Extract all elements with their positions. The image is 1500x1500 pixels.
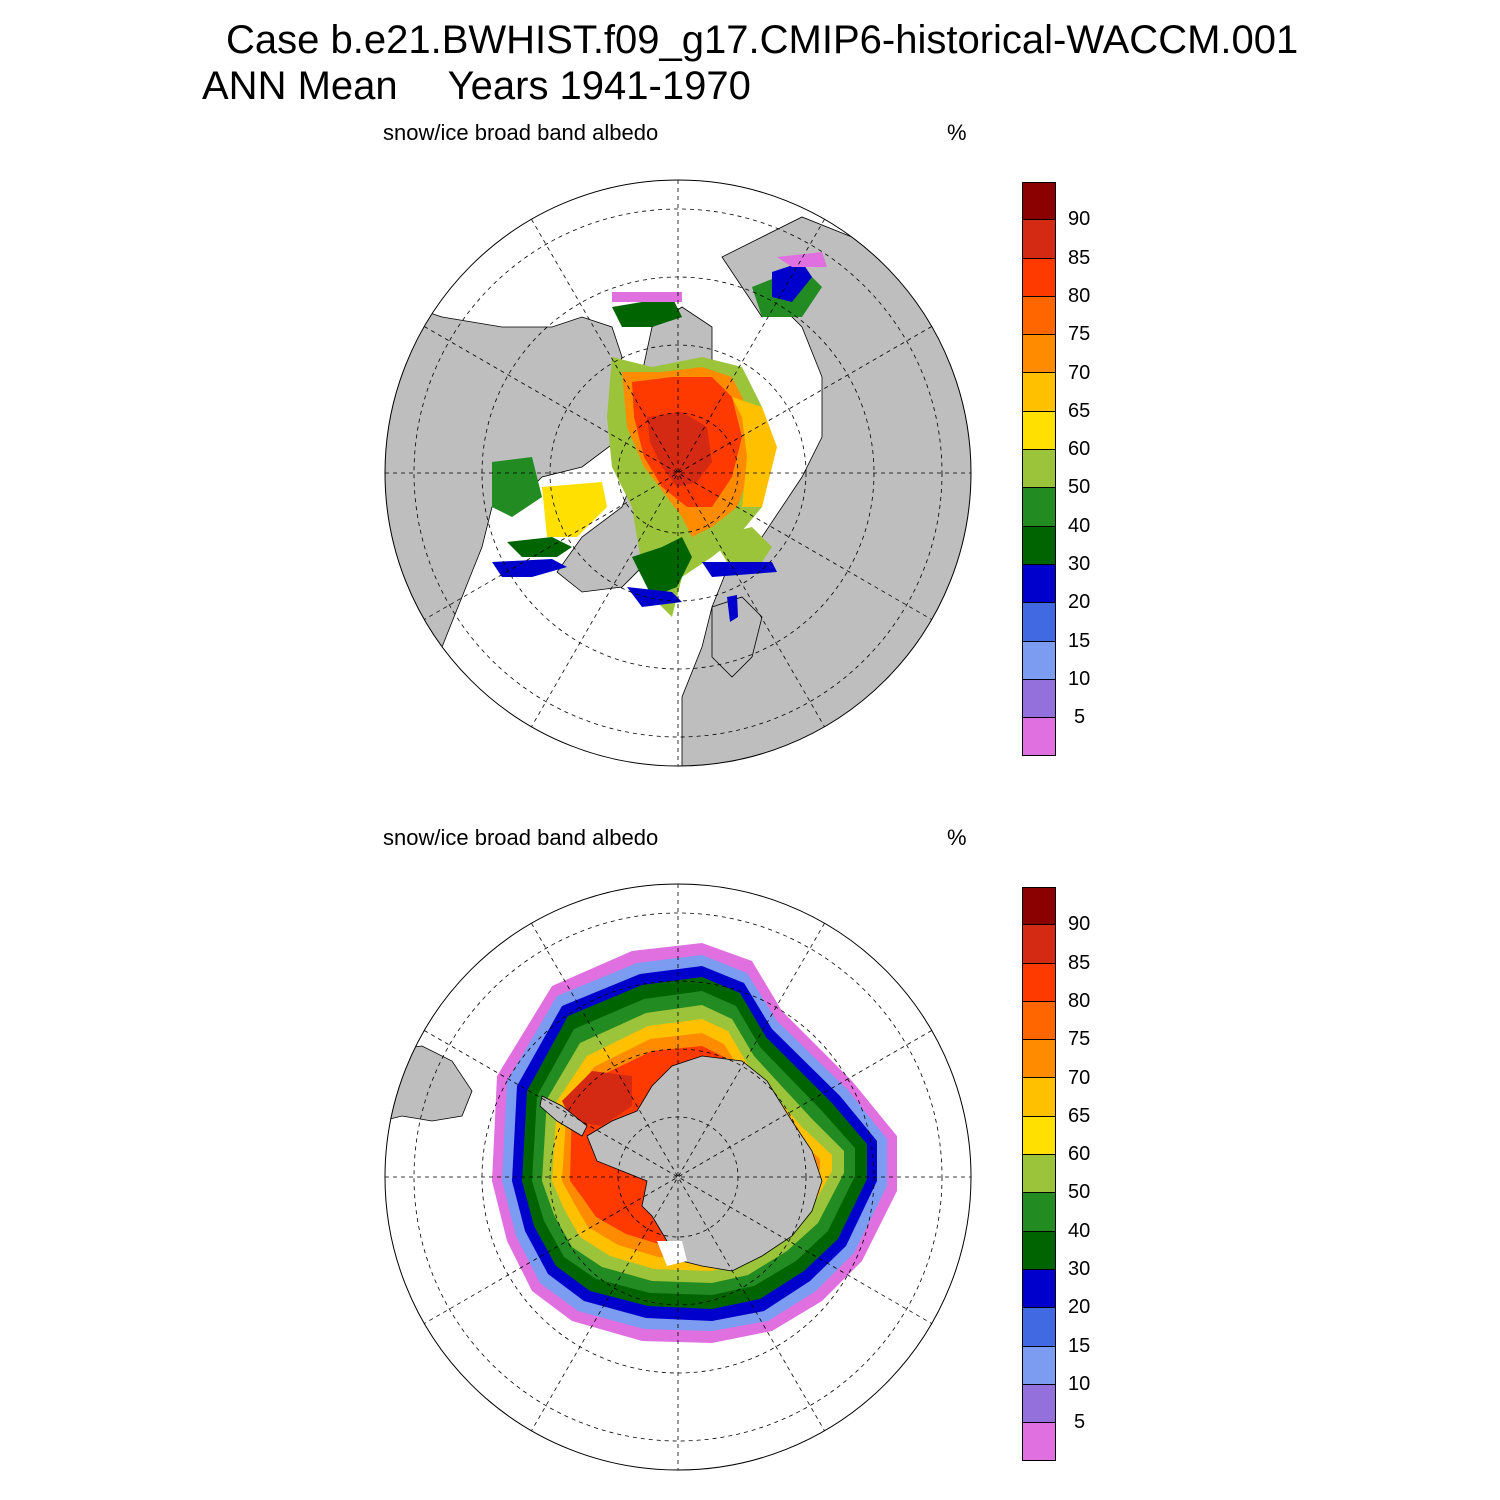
south-colorbar-label: 10	[1068, 1372, 1091, 1395]
south-colorbar-box	[1022, 1269, 1056, 1309]
south-colorbar-box	[1022, 1078, 1056, 1117]
north-colorbar-label: 30	[1068, 553, 1091, 575]
north-colorbar-label: 70	[1068, 361, 1091, 384]
north-colorbar-label: 10	[1068, 667, 1091, 690]
south-colorbar-label: 90	[1068, 913, 1091, 936]
north-colorbar-box	[1022, 603, 1056, 642]
case-title: Case b.e21.BWHIST.f09_g17.CMIP6-historic…	[226, 18, 1299, 62]
north-panel-title: snow/ice broad band albedo	[383, 120, 659, 145]
south-colorbar-box	[1022, 1308, 1056, 1347]
bering-ice	[612, 297, 682, 327]
south-colorbar-box	[1022, 1193, 1056, 1232]
north-colorbar-label: 85	[1068, 246, 1091, 269]
south-colorbar-box	[1022, 1040, 1056, 1079]
south-colorbar-label: 40	[1068, 1219, 1091, 1242]
south-colorbar-box	[1022, 1423, 1056, 1462]
north-panel-units: %	[947, 120, 967, 145]
north-colorbar-box	[1022, 335, 1056, 374]
north-colorbar-box	[1022, 220, 1056, 259]
arctic-ice-center	[647, 412, 712, 487]
south-panel-title: snow/ice broad band albedo	[383, 825, 659, 850]
south-colorbar-label: 30	[1068, 1258, 1091, 1280]
antarctic-peninsula-land	[539, 1095, 588, 1137]
greenland-sea-ice	[632, 537, 692, 597]
north-colorbar	[1022, 182, 1056, 757]
north-colorbar-label: 20	[1068, 591, 1091, 614]
north-colorbar-box	[1022, 564, 1056, 604]
north-colorbar-label: 15	[1068, 629, 1091, 652]
south-colorbar-label: 65	[1068, 1104, 1091, 1127]
weddell-core	[562, 1071, 632, 1126]
south-colorbar-box	[1022, 1346, 1056, 1385]
north-colorbar-label: 65	[1068, 399, 1091, 422]
north-colorbar-box	[1022, 488, 1056, 527]
south-polar-map	[384, 883, 972, 1471]
south-colorbar-box	[1022, 963, 1056, 1002]
ross-sea-ice	[657, 1241, 687, 1266]
season-label: ANN Mean	[202, 64, 398, 108]
bering-edge	[612, 292, 682, 302]
south-colorbar-label: 80	[1068, 989, 1091, 1012]
barents-ice	[712, 527, 772, 562]
north-polar-map	[384, 179, 972, 767]
north-colorbar-box	[1022, 296, 1056, 336]
greenland-sea-edge	[627, 587, 682, 607]
south-colorbar-label: 75	[1068, 1028, 1091, 1051]
north-colorbar-box	[1022, 182, 1056, 221]
south-colorbar-box	[1022, 1116, 1056, 1156]
south-colorbar-box	[1022, 887, 1056, 926]
north-colorbar-box	[1022, 641, 1056, 680]
north-colorbar-label: 60	[1068, 438, 1091, 461]
labrador-ice-edge	[492, 559, 567, 577]
north-colorbar-box	[1022, 373, 1056, 412]
south-colorbar-label: 50	[1068, 1181, 1091, 1204]
south-colorbar-box	[1022, 1001, 1056, 1041]
south-colorbar-box	[1022, 1384, 1056, 1424]
baltic-ice	[727, 595, 738, 622]
north-colorbar-box	[1022, 411, 1056, 451]
antarctica-land	[586, 1055, 823, 1272]
south-colorbar-label: 5	[1074, 1411, 1086, 1434]
north-colorbar-box	[1022, 526, 1056, 565]
south-colorbar-box	[1022, 1231, 1056, 1270]
barents-edge	[702, 562, 777, 577]
north-colorbar-label: 80	[1068, 284, 1091, 307]
period-title: ANN Mean Years 1941-1970	[202, 64, 751, 109]
north-colorbar-label: 5	[1074, 706, 1086, 729]
north-colorbar-label: 40	[1068, 514, 1091, 537]
north-colorbar-box	[1022, 679, 1056, 719]
south-colorbar-box	[1022, 925, 1056, 964]
years-label: Years 1941-1970	[447, 64, 751, 108]
south-colorbar-label: 85	[1068, 951, 1091, 974]
south-colorbar-label: 60	[1068, 1143, 1091, 1166]
north-colorbar-label: 50	[1068, 476, 1091, 499]
south-panel-units: %	[947, 825, 967, 850]
north-colorbar-box	[1022, 450, 1056, 489]
south-colorbar-label: 15	[1068, 1334, 1091, 1357]
north-colorbar-label: 75	[1068, 323, 1091, 346]
north-colorbar-box	[1022, 718, 1056, 757]
south-colorbar-label: 70	[1068, 1066, 1091, 1089]
okhotsk-core	[772, 262, 812, 302]
europe-land	[711, 596, 763, 678]
south-colorbar-box	[1022, 1155, 1056, 1194]
south-colorbar	[1022, 887, 1056, 1462]
north-colorbar-box	[1022, 258, 1056, 297]
kara-ice	[732, 397, 777, 507]
labrador-ice-band	[507, 537, 572, 557]
north-colorbar-label: 90	[1068, 208, 1091, 231]
hudson-bay-ice	[492, 457, 542, 517]
okhotsk-edge	[777, 252, 827, 267]
south-colorbar-label: 20	[1068, 1296, 1091, 1319]
